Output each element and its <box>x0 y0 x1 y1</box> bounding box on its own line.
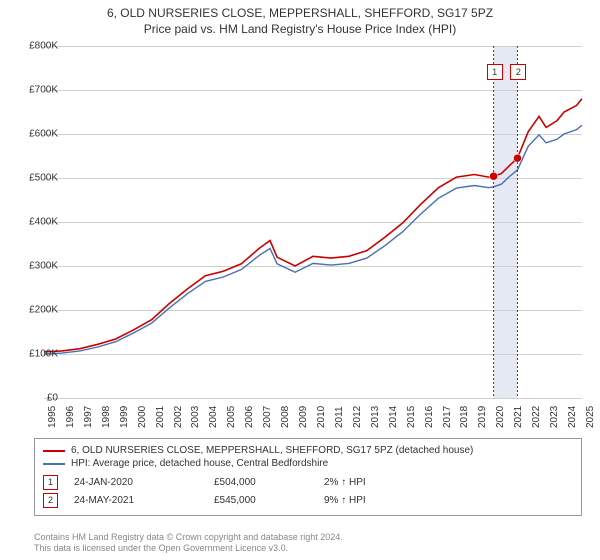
sale-price: £504,000 <box>214 477 324 488</box>
x-tick-label: 2005 <box>226 406 237 428</box>
x-tick-label: 2002 <box>173 406 184 428</box>
x-tick-label: 2023 <box>549 406 560 428</box>
x-tick-label: 1995 <box>47 406 58 428</box>
x-tick-label: 2017 <box>442 406 453 428</box>
x-tick-label: 2000 <box>137 406 148 428</box>
sale-date: 24-MAY-2021 <box>74 495 214 506</box>
x-tick-label: 2014 <box>388 406 399 428</box>
sale-row-1: 1 24-JAN-2020 £504,000 2% ↑ HPI <box>43 475 573 490</box>
series-line <box>44 125 582 354</box>
x-tick-label: 2012 <box>352 406 363 428</box>
legend-swatch-series2 <box>43 463 65 465</box>
legend-row-series2: HPI: Average price, detached house, Cent… <box>43 458 573 469</box>
sale-badge: 2 <box>510 64 526 80</box>
sale-pct: 9% ↑ HPI <box>324 495 464 506</box>
legend-swatch-series1 <box>43 450 65 452</box>
y-tick-label: £300K <box>18 261 58 272</box>
x-tick-label: 2007 <box>262 406 273 428</box>
x-tick-label: 2011 <box>334 406 345 428</box>
chart-svg <box>44 46 582 398</box>
footnote-line2: This data is licensed under the Open Gov… <box>34 543 343 554</box>
chart-container: 6, OLD NURSERIES CLOSE, MEPPERSHALL, SHE… <box>0 0 600 560</box>
x-tick-label: 2003 <box>190 406 201 428</box>
x-tick-label: 2015 <box>406 406 417 428</box>
x-tick-label: 2006 <box>244 406 255 428</box>
x-tick-label: 1998 <box>101 406 112 428</box>
legend-row-series1: 6, OLD NURSERIES CLOSE, MEPPERSHALL, SHE… <box>43 445 573 456</box>
x-tick-label: 2018 <box>459 406 470 428</box>
sale-marker <box>513 154 521 162</box>
sale-marker <box>490 172 498 180</box>
x-tick-label: 2022 <box>531 406 542 428</box>
sale-table: 1 24-JAN-2020 £504,000 2% ↑ HPI 2 24-MAY… <box>43 475 573 508</box>
chart-plot-area: 12 <box>44 46 582 398</box>
y-tick-label: £200K <box>18 305 58 316</box>
x-tick-label: 2021 <box>513 406 524 428</box>
y-tick-label: £600K <box>18 129 58 140</box>
sale-badge-icon: 1 <box>43 475 58 490</box>
x-tick-label: 2009 <box>298 406 309 428</box>
footnote: Contains HM Land Registry data © Crown c… <box>34 532 343 555</box>
sale-row-2: 2 24-MAY-2021 £545,000 9% ↑ HPI <box>43 493 573 508</box>
title-address: 6, OLD NURSERIES CLOSE, MEPPERSHALL, SHE… <box>0 6 600 20</box>
sale-badge-icon: 2 <box>43 493 58 508</box>
x-tick-label: 2010 <box>316 406 327 428</box>
x-tick-label: 2008 <box>280 406 291 428</box>
sale-badge: 1 <box>487 64 503 80</box>
sale-date: 24-JAN-2020 <box>74 477 214 488</box>
legend-label-series1: 6, OLD NURSERIES CLOSE, MEPPERSHALL, SHE… <box>71 445 473 456</box>
y-tick-label: £700K <box>18 85 58 96</box>
x-tick-label: 2024 <box>567 406 578 428</box>
x-tick-label: 2020 <box>495 406 506 428</box>
footnote-line1: Contains HM Land Registry data © Crown c… <box>34 532 343 543</box>
x-tick-label: 2016 <box>424 406 435 428</box>
x-tick-label: 1997 <box>83 406 94 428</box>
x-tick-label: 2019 <box>477 406 488 428</box>
y-tick-label: £400K <box>18 217 58 228</box>
x-tick-label: 2013 <box>370 406 381 428</box>
x-tick-label: 2004 <box>208 406 219 428</box>
y-tick-label: £500K <box>18 173 58 184</box>
x-tick-label: 1996 <box>65 406 76 428</box>
x-tick-label: 1999 <box>119 406 130 428</box>
title-subtitle: Price paid vs. HM Land Registry's House … <box>0 22 600 36</box>
title-block: 6, OLD NURSERIES CLOSE, MEPPERSHALL, SHE… <box>0 0 600 40</box>
legend-panel: 6, OLD NURSERIES CLOSE, MEPPERSHALL, SHE… <box>34 438 582 516</box>
series-line <box>44 99 582 352</box>
y-tick-label: £0 <box>18 393 58 404</box>
x-tick-label: 2025 <box>585 406 596 428</box>
legend-label-series2: HPI: Average price, detached house, Cent… <box>71 458 328 469</box>
sale-pct: 2% ↑ HPI <box>324 477 464 488</box>
x-tick-label: 2001 <box>155 406 166 428</box>
y-tick-label: £100K <box>18 349 58 360</box>
y-tick-label: £800K <box>18 41 58 52</box>
sale-price: £545,000 <box>214 495 324 506</box>
